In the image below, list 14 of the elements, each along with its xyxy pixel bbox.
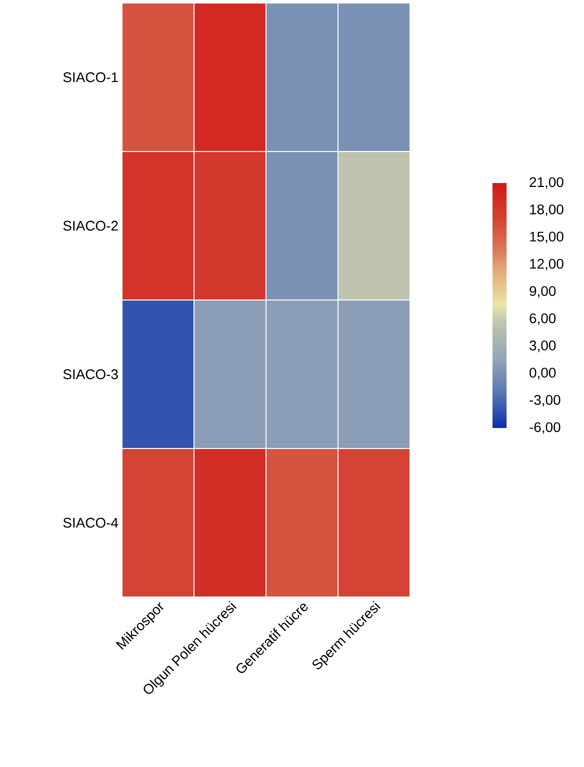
y-tick-label: SIACO-4 — [63, 518, 118, 528]
y-tick-label: SIACO-1 — [63, 72, 118, 82]
color-bar-label: 21,00 — [530, 177, 564, 189]
color-bar-label: 18,00 — [530, 204, 564, 216]
color-bar-label: 15,00 — [530, 232, 564, 244]
color-bar-label: 9,00 — [530, 286, 556, 298]
color-bar-label: 6,00 — [530, 313, 556, 325]
color-bar-label: -6,00 — [530, 422, 560, 434]
y-tick-label: SIACO-3 — [63, 369, 118, 380]
y-tick-label: SIACO-2 — [63, 220, 118, 231]
color-bar-label: -3,00 — [530, 394, 560, 407]
color-bar-label: 12,00 — [530, 258, 564, 270]
color-bar-label: 3,00 — [530, 340, 556, 352]
color-bar-label: 0,00 — [530, 368, 556, 380]
